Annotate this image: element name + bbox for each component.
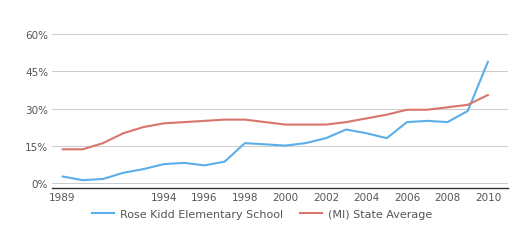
(MI) State Average: [302, 124, 309, 126]
Rose Kidd Elementary School: [282, 144, 289, 147]
Rose Kidd Elementary School: [140, 168, 147, 171]
Line: Rose Kidd Elementary School: Rose Kidd Elementary School: [62, 62, 488, 180]
Rose Kidd Elementary School: [242, 142, 248, 145]
Rose Kidd Elementary School: [201, 164, 208, 167]
(MI) State Average: [120, 132, 126, 135]
Rose Kidd Elementary School: [485, 61, 491, 64]
Rose Kidd Elementary School: [59, 175, 66, 178]
(MI) State Average: [80, 148, 86, 151]
(MI) State Average: [161, 123, 167, 125]
(MI) State Average: [424, 109, 430, 112]
(MI) State Average: [262, 121, 268, 124]
(MI) State Average: [323, 124, 329, 126]
(MI) State Average: [363, 117, 369, 120]
(MI) State Average: [282, 124, 289, 126]
(MI) State Average: [485, 94, 491, 97]
(MI) State Average: [59, 148, 66, 151]
(MI) State Average: [343, 121, 350, 124]
(MI) State Average: [140, 126, 147, 129]
Rose Kidd Elementary School: [363, 132, 369, 135]
Rose Kidd Elementary School: [465, 110, 471, 113]
Rose Kidd Elementary School: [302, 142, 309, 145]
Rose Kidd Elementary School: [384, 137, 390, 140]
Rose Kidd Elementary School: [404, 121, 410, 124]
Rose Kidd Elementary School: [120, 172, 126, 174]
(MI) State Average: [465, 104, 471, 107]
Line: (MI) State Average: (MI) State Average: [62, 95, 488, 150]
(MI) State Average: [201, 120, 208, 123]
(MI) State Average: [404, 109, 410, 112]
(MI) State Average: [242, 119, 248, 121]
Rose Kidd Elementary School: [222, 161, 228, 163]
Legend: Rose Kidd Elementary School, (MI) State Average: Rose Kidd Elementary School, (MI) State …: [88, 205, 436, 224]
(MI) State Average: [100, 142, 106, 145]
Rose Kidd Elementary School: [444, 121, 451, 124]
Rose Kidd Elementary School: [161, 163, 167, 166]
(MI) State Average: [384, 114, 390, 117]
Rose Kidd Elementary School: [262, 143, 268, 146]
Rose Kidd Elementary School: [181, 162, 187, 165]
Rose Kidd Elementary School: [80, 179, 86, 182]
Rose Kidd Elementary School: [100, 178, 106, 180]
(MI) State Average: [444, 106, 451, 109]
Rose Kidd Elementary School: [424, 120, 430, 123]
Rose Kidd Elementary School: [343, 128, 350, 131]
(MI) State Average: [222, 119, 228, 121]
(MI) State Average: [181, 121, 187, 124]
Rose Kidd Elementary School: [323, 137, 329, 140]
